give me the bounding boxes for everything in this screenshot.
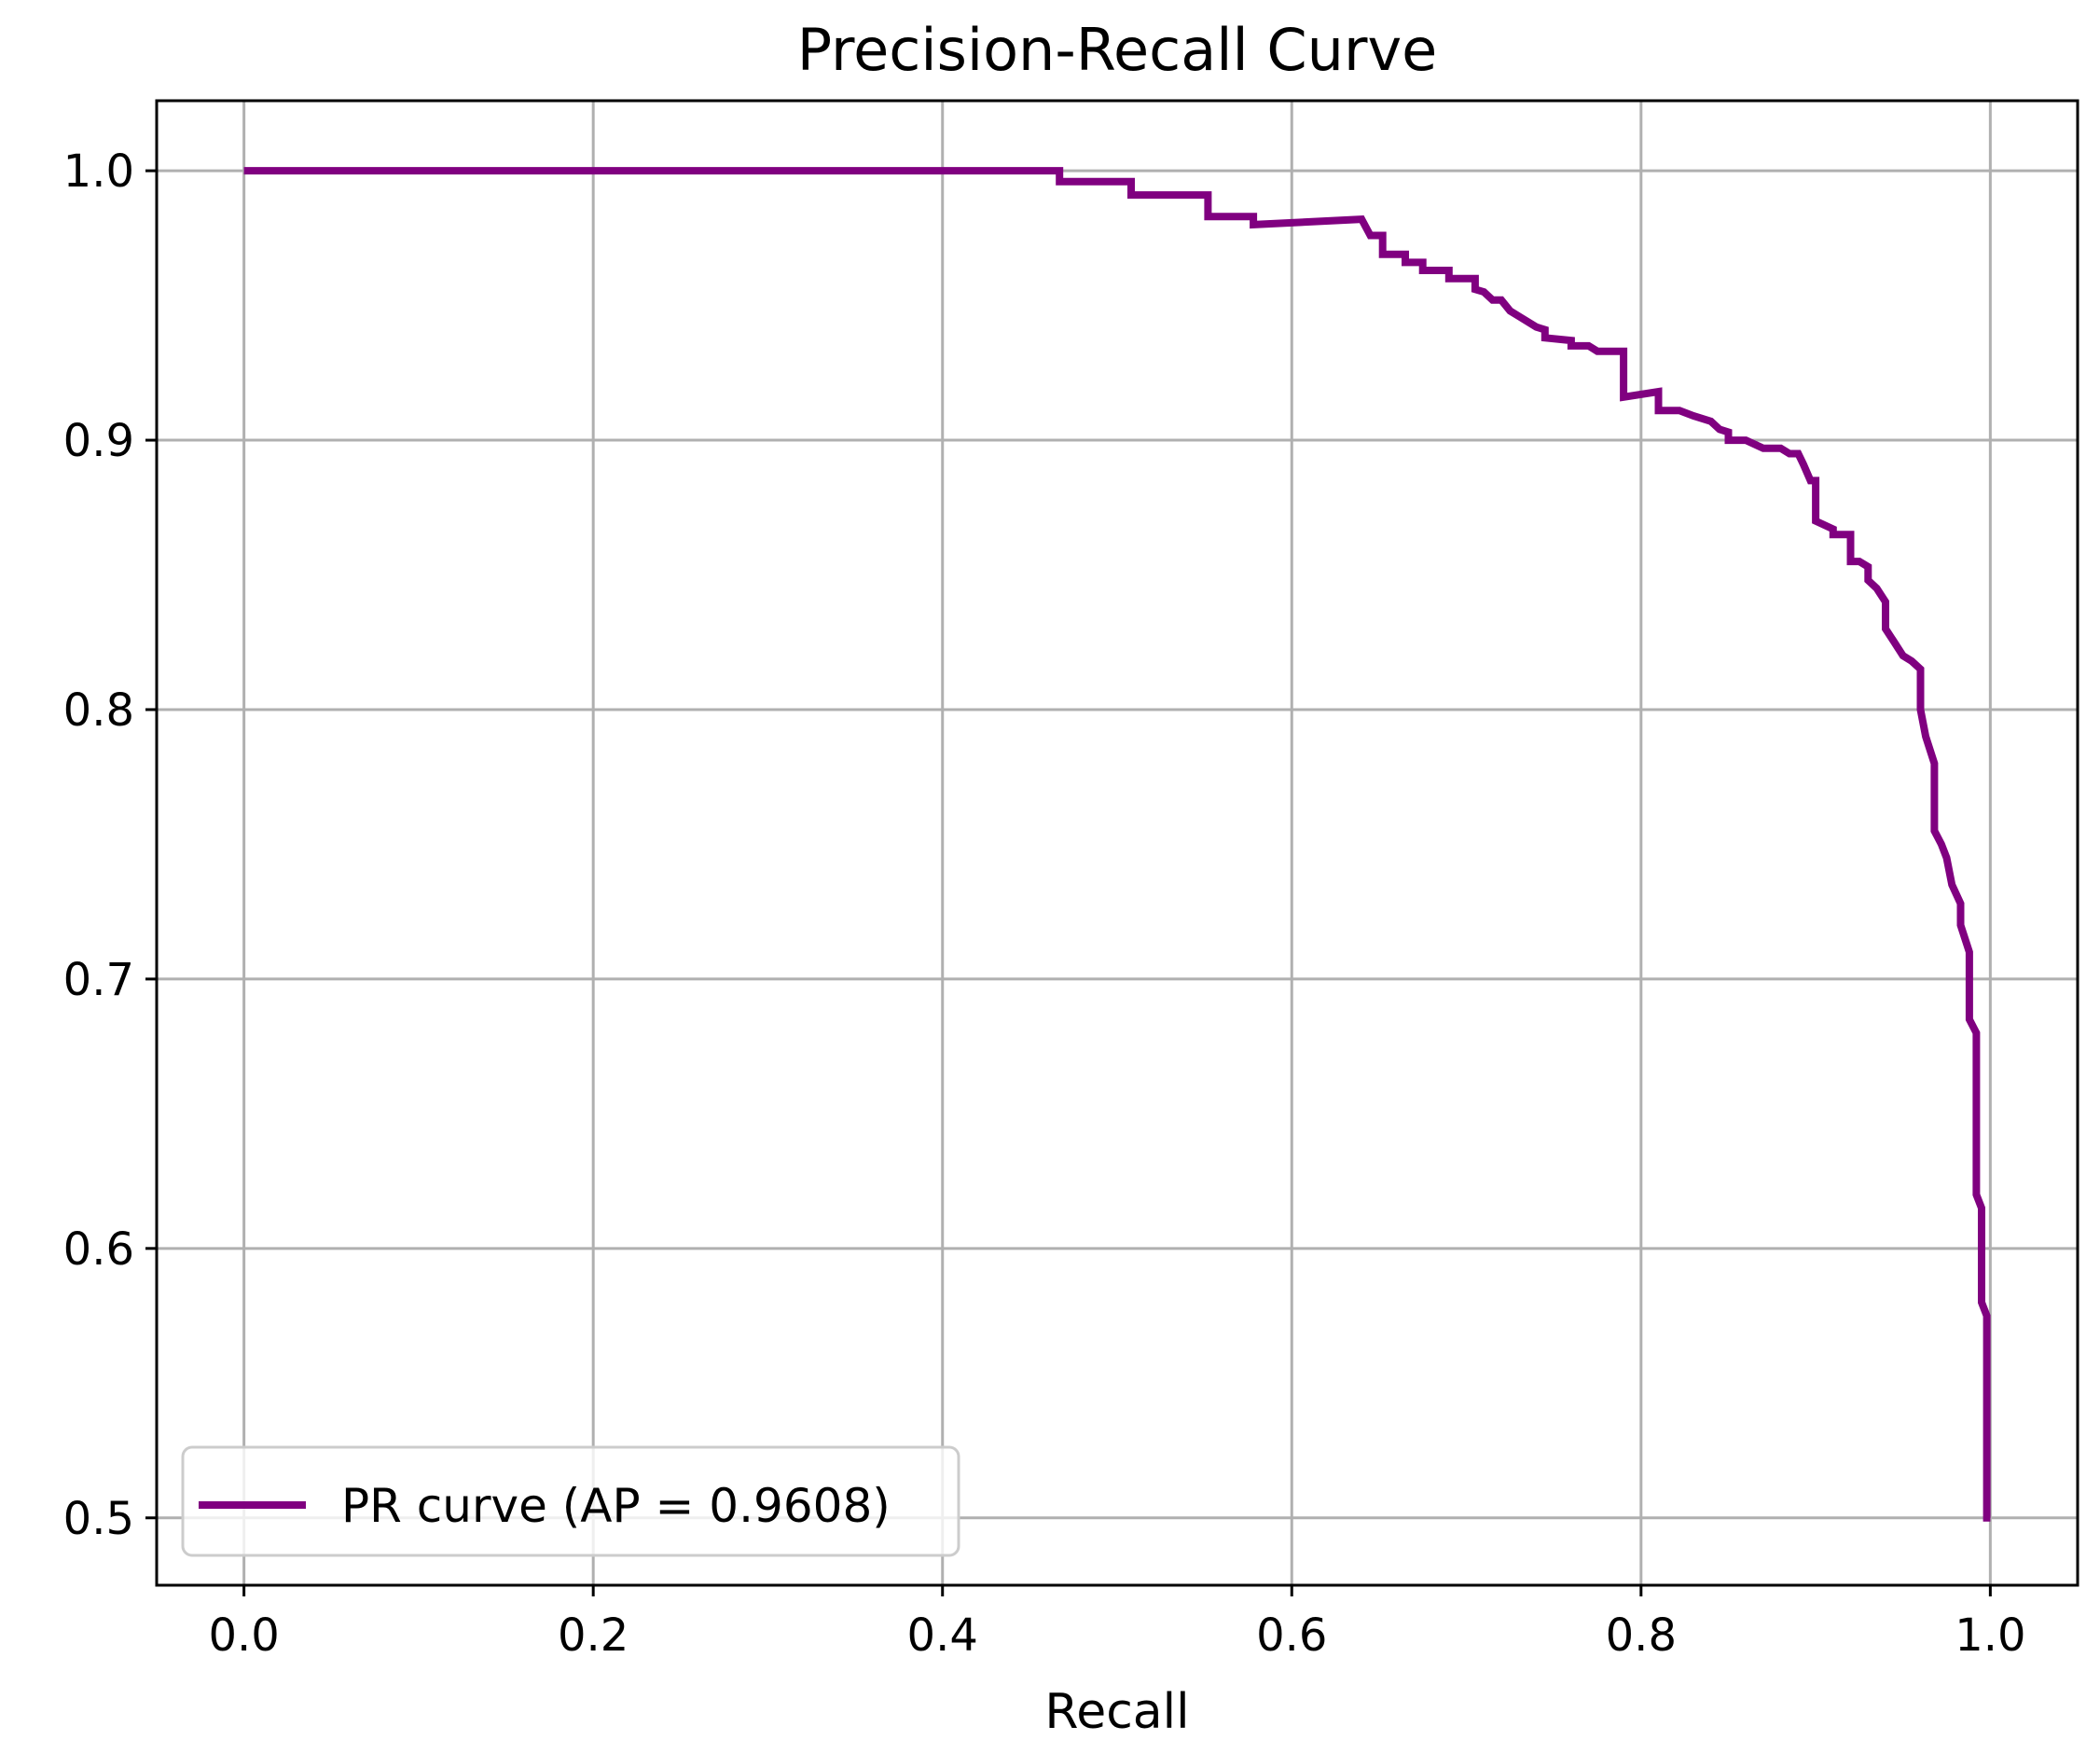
series-layer [243,167,1991,1522]
legend-label: PR curve (AP = 0.9608) [341,1479,891,1533]
x-tick-label: 1.0 [1955,1609,2025,1662]
x-tick-label: 0.8 [1606,1609,1677,1662]
y-axis-ticks: 0.5 0.6 0.7 0.8 0.9 1.0 [63,145,157,1545]
y-tick-label: 0.6 [63,1223,134,1276]
x-axis-ticks: 0.0 0.2 0.4 0.6 0.8 1.0 [208,1585,2026,1662]
y-tick-label: 0.9 [63,415,134,467]
y-tick-label: 0.7 [63,954,134,1006]
y-tick-label: 0.8 [63,684,134,737]
grid-lines [157,101,2078,1585]
x-tick-label: 0.6 [1256,1609,1327,1662]
legend: PR curve (AP = 0.9608) [181,1445,960,1557]
x-tick-label: 0.2 [558,1609,629,1662]
x-tick-label: 0.0 [208,1609,279,1662]
axes-frame [155,99,2079,1587]
x-tick-label: 0.4 [907,1609,978,1662]
chart-title: Precision-Recall Curve [797,16,1438,84]
pr-curve-line [243,167,1991,1522]
legend-box [181,1445,960,1557]
y-tick-label: 0.5 [63,1493,134,1545]
y-tick-label: 1.0 [63,145,134,198]
x-axis-label: Recall [1044,1684,1189,1740]
